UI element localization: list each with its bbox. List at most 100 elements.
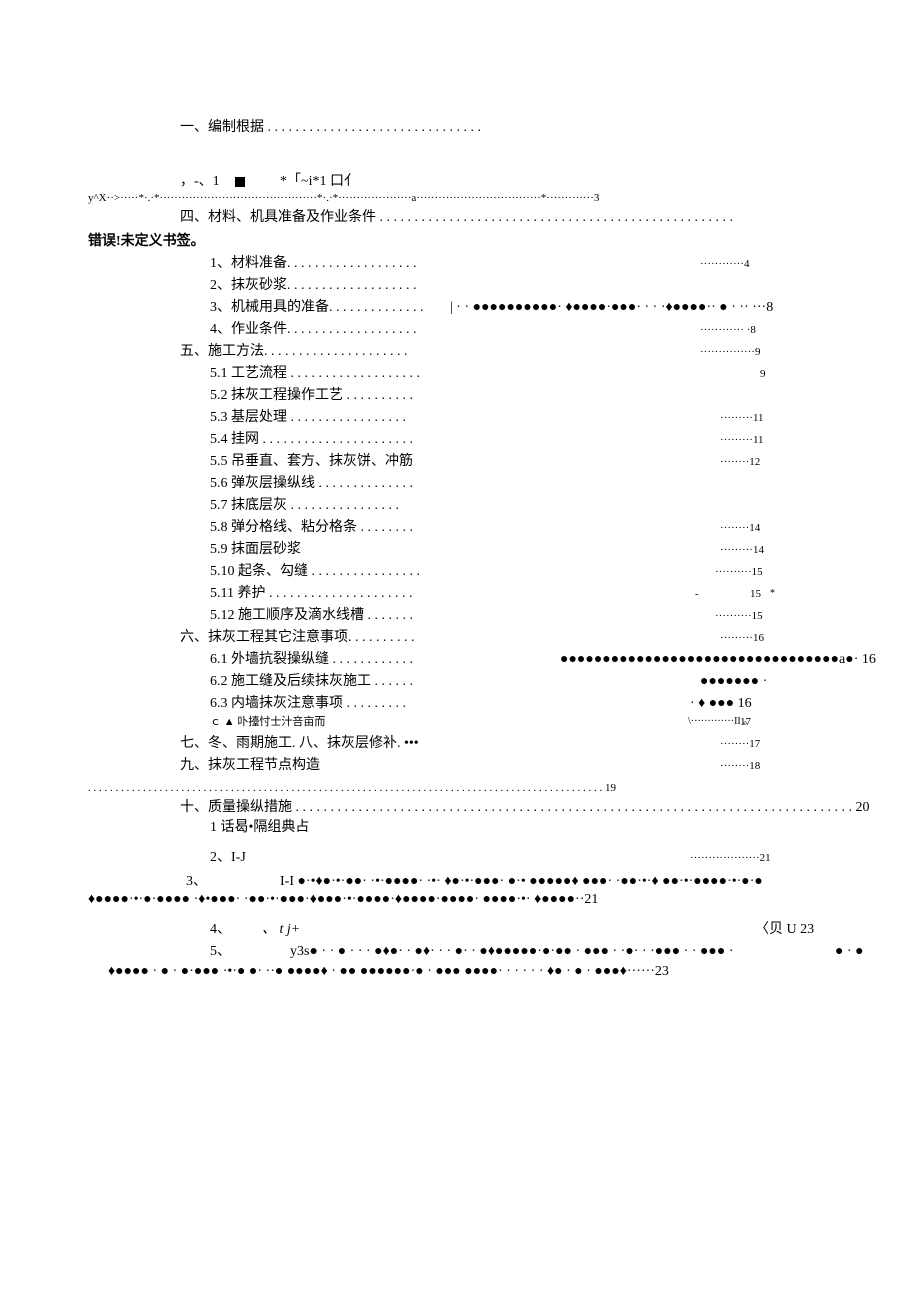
toc-5-7: 5.7 抹底层灰 . . . . . . . . . . . . . . . . xyxy=(210,496,399,516)
toc-5-2: 5.2 抹灰工程操作工艺 . . . . . . . . . . xyxy=(210,386,413,406)
pg-10-4: 〈贝 U 23 xyxy=(755,920,814,940)
pg-5-10: ··········15 xyxy=(715,562,763,582)
pg-10-3a: I-I ●·•♦●·•·●●· ·•·●●●●· ·•· ♦●·•·●●●· ●… xyxy=(280,872,763,892)
toc-row: 一、编制根据 . . . . . . . . . . . . . . . . .… xyxy=(0,118,920,138)
toc-row: 5.8 弹分格线、粘分格条 . . . . . . . .········14 xyxy=(0,518,920,538)
toc-row: 6.3 内墙抹灰注意事项 . . . . . . . . . · ♦ ●●● 16 xyxy=(0,694,920,714)
toc-10: 十、质量操纵措施 . . . . . . . . . . . . . . . .… xyxy=(180,798,870,818)
pg-5-11a: 15 xyxy=(750,584,761,604)
pg-9: ········18 xyxy=(720,756,760,776)
toc-5-10: 5.10 起条、勾缝 . . . . . . . . . . . . . . .… xyxy=(210,562,420,582)
toc-row: y^X··>·····*·.·*························… xyxy=(0,188,920,208)
toc-1: 一、编制根据 . . . . . . . . . . . . . . . . .… xyxy=(180,118,481,138)
toc-row: 5、 y3s● · · ● · · · ●♦●· · ●♦· · · ●· · ●… xyxy=(0,942,920,962)
error-bookmark: 错误!未定义书签。 xyxy=(88,232,205,252)
toc-row: 5.1 工艺流程 . . . . . . . . . . . . . . . .… xyxy=(0,364,920,384)
pg-5-1: 9 xyxy=(760,364,766,384)
toc-row: 错误!未定义书签。 xyxy=(0,232,920,252)
toc-row: 七、冬、雨期施工. 八、抹灰层修补. ••• ········17 xyxy=(0,734,920,754)
pg-4-1: ············4 xyxy=(700,254,749,274)
toc-row: 5.2 抹灰工程操作工艺 . . . . . . . . . . xyxy=(0,386,920,406)
pg-7-8: ········17 xyxy=(720,734,760,754)
toc-row: . . . . . . . . . . . . . . . . . . . . … xyxy=(0,778,920,798)
toc-4: 四、材料、机具准备及作业条件 . . . . . . . . . . . . .… xyxy=(180,208,733,228)
toc-10-2: 2、I-J xyxy=(210,848,246,868)
toc-row: 2、抹灰砂浆. . . . . . . . . . . . . . . . . … xyxy=(0,276,920,296)
pg-6: ·········16 xyxy=(720,628,764,648)
pg-5-8: ········14 xyxy=(720,518,760,538)
toc-row: 1 话曷•隔组典占 xyxy=(0,818,920,838)
toc-row: 五、施工方法. . . . . . . . . . . . . . . . . … xyxy=(0,342,920,362)
pg-10-5a: y3s● · · ● · · · ●♦●· · ●♦· · · ●· · ●♦●… xyxy=(290,942,734,962)
pg-4-4: ············ ·8 xyxy=(700,320,756,340)
toc-6-3: 6.3 内墙抹灰注意事项 . . . . . . . . . xyxy=(210,694,406,714)
toc-5-1: 5.1 工艺流程 . . . . . . . . . . . . . . . .… xyxy=(210,364,420,384)
frag-line-3: y^X··>·····*·.·*························… xyxy=(88,188,599,208)
toc-row: 6.1 外墙抗裂操纵缝 . . . . . . . . . . . . ●●●●●… xyxy=(0,650,920,670)
toc-4-3: 3、机械用具的准备. . . . . . . . . . . . . . xyxy=(210,298,424,318)
toc-row: ｃ ▲ 卟擡忖士汁咅亩而17\·············II ｡ xyxy=(0,712,920,732)
dots-19: . . . . . . . . . . . . . . . . . . . . … xyxy=(88,778,616,798)
pg-10-5b: ● · ● xyxy=(835,942,864,962)
toc-5-3: 5.3 基层处理 . . . . . . . . . . . . . . . .… xyxy=(210,408,406,428)
toc-4-1: 1、材料准备. . . . . . . . . . . . . . . . . … xyxy=(210,254,417,274)
toc-row: 5.5 吊垂直、套方、抹灰饼、冲筋 ········12 xyxy=(0,452,920,472)
toc-5-5: 5.5 吊垂直、套方、抹灰饼、冲筋 xyxy=(210,452,413,472)
toc-row: 4、 、 t j+ 〈贝 U 23 xyxy=(0,920,920,940)
toc-6: 六、抹灰工程其它注意事项. . . . . . . . . . xyxy=(180,628,415,648)
pg-10-3b: ♦●●●●·•·●·●●●● ·♦•●●●· ·●●·•·●●●·♦●●●·•·… xyxy=(88,890,598,910)
toc-10-4b: 、 t j+ xyxy=(262,920,300,940)
toc-row: 十、质量操纵措施 . . . . . . . . . . . . . . . .… xyxy=(0,798,920,818)
pg-5-5: ········12 xyxy=(720,452,760,472)
pg-5-12: ··········15 xyxy=(715,606,763,626)
toc-row: 3、机械用具的准备. . . . . . . . . . . . . . | · … xyxy=(0,298,920,318)
toc-9: 九、抹灰工程节点构造 xyxy=(180,756,320,776)
pg-6-3: · ♦ ●●● 16 xyxy=(690,694,752,714)
toc-row: 5.9 抹面层砂浆 ·········14 xyxy=(0,540,920,560)
toc-6-2: 6.2 施工缝及后续抹灰施工 . . . . . . xyxy=(210,672,413,692)
toc-5-6: 5.6 弹灰层操纵线 . . . . . . . . . . . . . . xyxy=(210,474,413,494)
toc-7-8: 七、冬、雨期施工. 八、抹灰层修补. ••• xyxy=(180,734,419,754)
pg-5-11b-star: * xyxy=(770,584,775,604)
toc-row: 5.6 弹灰层操纵线 . . . . . . . . . . . . . . xyxy=(0,474,920,494)
toc-row: 4、作业条件. . . . . . . . . . . . . . . . . … xyxy=(0,320,920,340)
toc-5-12: 5.12 施工顺序及滴水线槽 . . . . . . . xyxy=(210,606,413,626)
toc-row: 5.3 基层处理 . . . . . . . . . . . . . . . .… xyxy=(0,408,920,428)
toc-10-4: 4、 xyxy=(210,920,231,940)
pg-6-2: ●●●●●●● · xyxy=(700,672,767,692)
toc-row: 5.4 挂网 . . . . . . . . . . . . . . . . .… xyxy=(0,430,920,450)
toc-4-4: 4、作业条件. . . . . . . . . . . . . . . . . … xyxy=(210,320,417,340)
toc-row: 5.10 起条、勾缝 . . . . . . . . . . . . . . .… xyxy=(0,562,920,582)
pg-5-3: ·········11 xyxy=(720,408,764,428)
toc-row: 5.11 养护 . . . . . . . . . . . . . . . . … xyxy=(0,584,920,604)
pg-6-4b: \·············II ｡ xyxy=(688,712,748,732)
toc-4-2: 2、抹灰砂浆. . . . . . . . . . . . . . . . . … xyxy=(210,276,417,296)
toc-10-5: 5、 xyxy=(210,942,231,962)
toc-5-9: 5.9 抹面层砂浆 xyxy=(210,540,301,560)
pg-6-1: ●●●●●●●●●●●●●●●●●●●●●●●●●●●●●●●●●a●· 16 xyxy=(560,650,876,670)
toc-row: ♦●●●●·•·●·●●●● ·♦•●●●· ·●●·•·●●●·♦●●●·•·… xyxy=(0,890,920,910)
toc-row: 四、材料、机具准备及作业条件 . . . . . . . . . . . . .… xyxy=(0,208,920,228)
pg-5-4: ·········11 xyxy=(720,430,764,450)
pg-10-2: ···················21 xyxy=(690,848,771,868)
toc-5-4: 5.4 挂网 . . . . . . . . . . . . . . . . .… xyxy=(210,430,413,450)
toc-row: 5.7 抹底层灰 . . . . . . . . . . . . . . . . xyxy=(0,496,920,516)
toc-row: 6.2 施工缝及后续抹灰施工 . . . . . . ●●●●●●● · xyxy=(0,672,920,692)
pg-5-9: ·········14 xyxy=(720,540,764,560)
pg-4-3: | · · ●●●●●●●●●●· ♦●●●●·●●●· · · ·♦●●●●·… xyxy=(450,298,773,318)
toc-5-11: 5.11 养护 . . . . . . . . . . . . . . . . … xyxy=(210,584,412,604)
toc-row: 1、材料准备. . . . . . . . . . . . . . . . . … xyxy=(0,254,920,274)
square-glyph xyxy=(235,177,245,187)
toc-10-1: 1 话曷•隔组典占 xyxy=(210,818,309,838)
toc-row: 2、I-J ···················21 xyxy=(0,848,920,868)
toc-row: 六、抹灰工程其它注意事项. . . . . . . . . . ·········… xyxy=(0,628,920,648)
dots-23: ♦●●●● · ● · ●·●●● ·•·● ●· ··● ●●●●♦ · ●●… xyxy=(108,962,669,982)
toc-6-1: 6.1 外墙抗裂操纵缝 . . . . . . . . . . . . xyxy=(210,650,413,670)
pg-5: ···············9 xyxy=(700,342,760,362)
toc-row: 九、抹灰工程节点构造 ········18 xyxy=(0,756,920,776)
toc-row: 3、 I-I ●·•♦●·•·●●· ·•·●●●●· ·•· ♦●·•·●●●·… xyxy=(0,872,920,892)
toc-6-4: ｃ ▲ 卟擡忖士汁咅亩而 xyxy=(210,712,325,732)
toc-row: 5.12 施工顺序及滴水线槽 . . . . . . . ··········15 xyxy=(0,606,920,626)
toc-5: 五、施工方法. . . . . . . . . . . . . . . . . … xyxy=(180,342,408,362)
toc-10-3: 3、 xyxy=(186,872,207,892)
